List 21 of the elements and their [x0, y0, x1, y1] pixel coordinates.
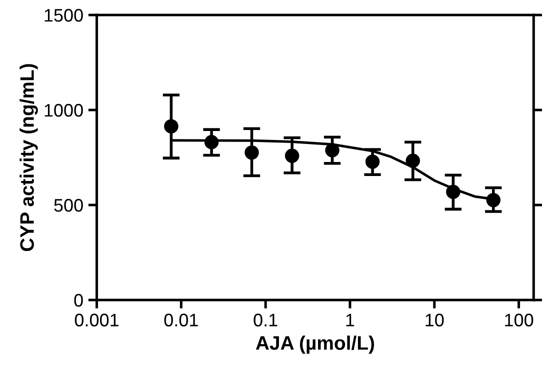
x-tick-label: 1 — [346, 314, 354, 326]
x-tick-label: 0.001 — [74, 314, 118, 326]
point — [325, 143, 340, 158]
x-tick-label: 0.01 — [164, 314, 198, 326]
point — [164, 119, 178, 134]
point — [244, 145, 259, 160]
x-tick-label: 100 — [505, 314, 534, 326]
point — [284, 148, 300, 163]
y-tick-label: 500 — [54, 198, 83, 212]
y-tick-label: 1000 — [44, 104, 83, 117]
point — [204, 134, 219, 150]
point — [486, 192, 500, 208]
x-tick-label: 0.1 — [254, 314, 278, 326]
point — [365, 154, 380, 169]
y-axis-title: CYP activity (ng/mL) — [20, 64, 38, 252]
point — [446, 184, 460, 200]
x-tick-label: 10 — [426, 314, 444, 326]
x-axis-title: AJA (µmol/L) — [256, 336, 374, 354]
y-tick-label: 1500 — [44, 8, 83, 22]
y-tick-label: 0 — [74, 294, 83, 307]
point — [406, 154, 420, 168]
